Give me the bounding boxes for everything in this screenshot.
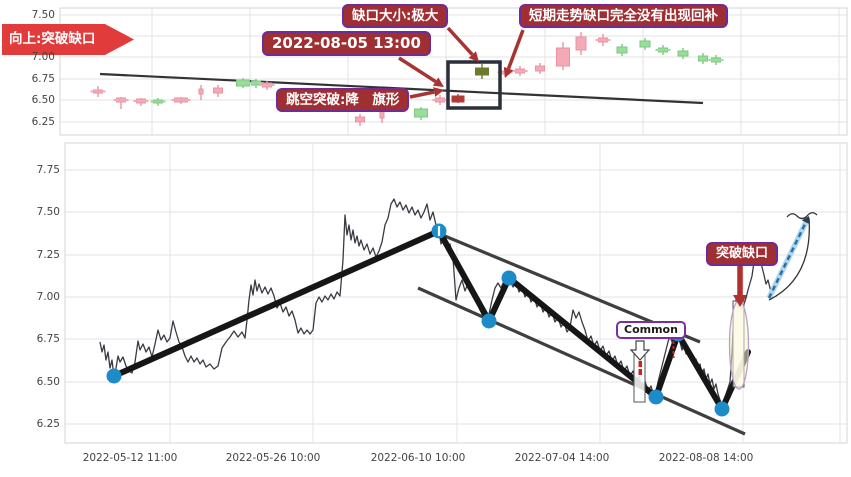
swing-zigzag-line [111, 228, 751, 412]
bottom-x-tick-label: 2022-08-08 14:00 [658, 452, 754, 464]
annotation-arrow-head [503, 66, 514, 78]
bottom-y-tick-label: 6.25 [36, 418, 60, 430]
top-y-tick-label: 7.50 [31, 9, 55, 21]
channel-lower-line [417, 286, 746, 436]
candle-body [535, 65, 545, 72]
candle-body [475, 67, 489, 76]
top-y-tick-label: 6.50 [31, 94, 55, 106]
projection-dashed-line [767, 219, 809, 299]
candle-body [451, 95, 465, 103]
candle-body [355, 116, 365, 123]
annotation-arrow-shaft [446, 26, 474, 56]
up-breakout-banner: 向上:突破缺口 [2, 24, 134, 55]
bottom-x-tick-label: 2022-05-26 10:00 [225, 452, 321, 464]
swing-point-dot[interactable] [501, 270, 517, 286]
candle-body [639, 40, 651, 48]
candle-body [198, 88, 204, 95]
gap-highlight-box [446, 60, 502, 110]
common-down-arrow [629, 340, 651, 361]
bottom-y-tick-label: 6.75 [36, 333, 60, 345]
candle-body [556, 47, 570, 67]
common-gap-annotation: Common [616, 321, 686, 339]
no-backfill-annotation: 短期走势缺口完全没有出现回补 [519, 4, 728, 28]
gap-datetime-annotation: 2022-08-05 13:00 [262, 31, 431, 56]
bottom-x-tick-label: 2022-05-12 11:00 [82, 452, 178, 464]
breakout-red-arrow-head [733, 295, 747, 307]
candle-body [414, 108, 428, 118]
annotation-arrow-shaft [506, 29, 525, 70]
bottom-y-tick-label: 7.75 [36, 164, 60, 176]
annotation-arrow-shaft [398, 56, 437, 84]
top-y-tick-label: 6.25 [31, 116, 55, 128]
candle-body [698, 55, 708, 62]
candle-body [575, 36, 587, 51]
projection-curve [768, 217, 810, 301]
bottom-plot-border [64, 142, 848, 444]
top-y-tick-label: 7.00 [31, 51, 55, 63]
top-plot-border [59, 7, 848, 136]
candle-body [677, 50, 689, 57]
gap-red-bar [638, 361, 642, 367]
swing-point-dot[interactable] [714, 401, 730, 417]
bottom-y-tick-label: 7.25 [36, 249, 60, 261]
annotation-arrow-head [433, 87, 444, 97]
gap-size-annotation: 缺口大小:极大 [342, 4, 449, 28]
swing-point-dot[interactable] [648, 389, 664, 405]
projection-top-squiggle [786, 212, 818, 220]
candle-body [213, 87, 223, 94]
bottom-x-tick-label: 2022-06-10 10:00 [370, 452, 466, 464]
bottom-x-tick-label: 2022-07-04 14:00 [514, 452, 610, 464]
bottom-y-tick-label: 7.50 [36, 206, 60, 218]
swing-point-dot[interactable] [481, 313, 497, 329]
candle-body [616, 46, 628, 54]
swing-point-dot[interactable] [106, 368, 122, 384]
annotation-arrow-head [468, 51, 479, 62]
projection-arrow-head [801, 216, 810, 225]
bottom-y-tick-label: 6.50 [36, 376, 60, 388]
gap-red-bar [638, 369, 642, 375]
bottom-y-tick-label: 7.00 [36, 291, 60, 303]
flag-pattern-annotation: 跳空突破:降 旗形 [276, 88, 410, 112]
annotation-arrow-head [432, 77, 444, 87]
breakout-gap-annotation: 突破缺口 [706, 242, 779, 266]
breakout-gap-ellipse [728, 300, 750, 390]
candle-body [236, 79, 250, 87]
top-y-tick-label: 6.75 [31, 73, 55, 85]
annotation-arrow-shaft [409, 90, 435, 99]
